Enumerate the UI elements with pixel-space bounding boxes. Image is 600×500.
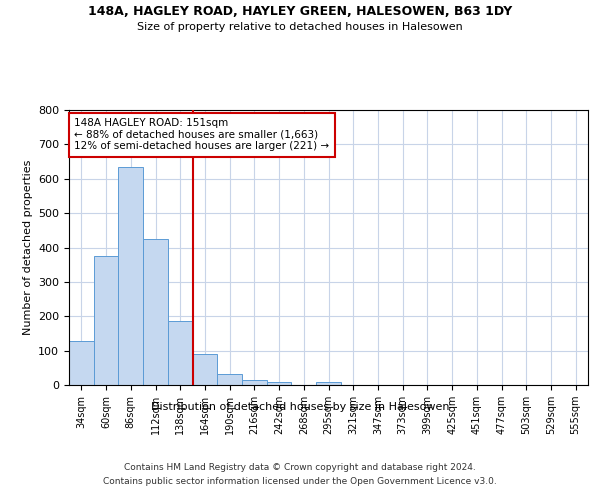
Bar: [94, 256, 118, 385]
Bar: [217, 374, 242, 385]
Bar: [242, 380, 267, 385]
Bar: [168, 322, 193, 385]
Bar: [193, 354, 217, 385]
Bar: [69, 341, 94, 385]
Text: Size of property relative to detached houses in Halesowen: Size of property relative to detached ho…: [137, 22, 463, 32]
Text: Distribution of detached houses by size in Halesowen: Distribution of detached houses by size …: [151, 402, 449, 412]
Bar: [316, 382, 341, 385]
Text: Contains HM Land Registry data © Crown copyright and database right 2024.: Contains HM Land Registry data © Crown c…: [124, 462, 476, 471]
Bar: [267, 382, 292, 385]
Y-axis label: Number of detached properties: Number of detached properties: [23, 160, 32, 335]
Text: 148A HAGLEY ROAD: 151sqm
← 88% of detached houses are smaller (1,663)
12% of sem: 148A HAGLEY ROAD: 151sqm ← 88% of detach…: [74, 118, 329, 152]
Bar: [118, 166, 143, 385]
Text: 148A, HAGLEY ROAD, HAYLEY GREEN, HALESOWEN, B63 1DY: 148A, HAGLEY ROAD, HAYLEY GREEN, HALESOW…: [88, 5, 512, 18]
Bar: [143, 239, 168, 385]
Text: Contains public sector information licensed under the Open Government Licence v3: Contains public sector information licen…: [103, 478, 497, 486]
